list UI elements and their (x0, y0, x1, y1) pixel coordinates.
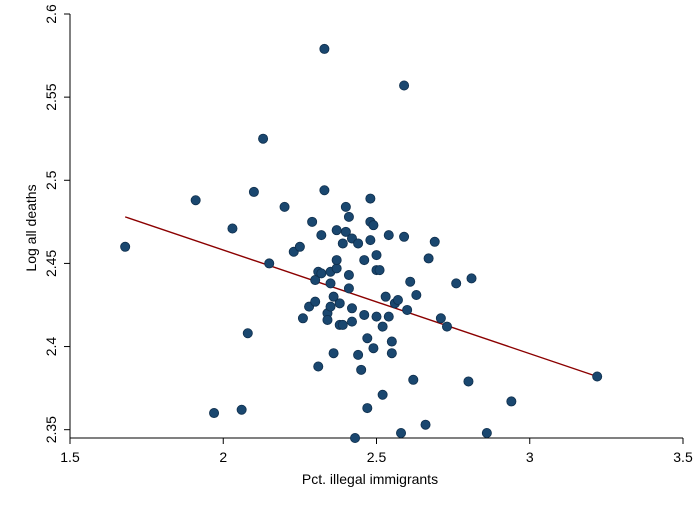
data-point (368, 220, 379, 231)
points-layer (120, 43, 603, 443)
y-tick-label: 2.6 (43, 4, 59, 24)
data-point (346, 303, 357, 314)
data-point (365, 235, 376, 246)
data-point (463, 376, 474, 387)
fit-line-layer (124, 216, 598, 378)
data-point (227, 223, 238, 234)
data-point (383, 311, 394, 322)
data-point (331, 263, 342, 274)
data-point (316, 268, 327, 279)
data-point (429, 236, 440, 247)
data-point (294, 241, 305, 252)
data-point (362, 333, 373, 344)
data-point (307, 216, 318, 227)
data-point (120, 241, 131, 252)
data-point (236, 404, 247, 415)
data-point (343, 283, 354, 294)
data-point (331, 225, 342, 236)
data-point (399, 231, 410, 242)
x-tick-label: 1.5 (60, 449, 80, 465)
data-point (325, 301, 336, 312)
data-point (340, 201, 351, 212)
fit-line (124, 216, 598, 378)
data-point (592, 371, 603, 382)
x-axis: 1.5 2 2.5 3 3.5 (60, 438, 693, 465)
data-point (337, 238, 348, 249)
data-point (340, 226, 351, 237)
data-point (328, 348, 339, 359)
data-point (386, 336, 397, 347)
data-point (353, 349, 364, 360)
data-point (297, 313, 308, 324)
data-point (353, 238, 364, 249)
data-point (331, 255, 342, 266)
data-point (386, 348, 397, 359)
data-point (346, 316, 357, 327)
x-tick-label: 3.5 (673, 449, 693, 465)
data-point (242, 328, 253, 339)
data-point (435, 313, 446, 324)
data-point (374, 265, 385, 276)
data-point (350, 432, 361, 443)
data-point (402, 304, 413, 315)
y-axis-title: Log all deaths (23, 184, 39, 271)
data-point (248, 186, 259, 197)
x-axis-title: Pct. illegal immigrants (302, 471, 438, 487)
x-tick-label: 2.5 (367, 449, 387, 465)
data-point (356, 364, 367, 375)
data-point (365, 193, 376, 204)
data-point (322, 314, 333, 325)
data-point (377, 321, 388, 332)
data-point (396, 428, 407, 439)
data-point (420, 419, 431, 430)
data-point (392, 294, 403, 305)
data-point (466, 273, 477, 284)
data-point (190, 195, 201, 206)
data-point (337, 319, 348, 330)
data-point (343, 270, 354, 281)
y-tick-label: 2.55 (43, 83, 59, 110)
data-point (316, 230, 327, 241)
x-tick-label: 3 (526, 449, 534, 465)
y-tick-label: 2.4 (43, 337, 59, 357)
data-point (383, 230, 394, 241)
data-point (377, 389, 388, 400)
data-point (506, 396, 517, 407)
data-point (258, 133, 269, 144)
data-point (319, 185, 330, 196)
data-point (279, 201, 290, 212)
y-axis: 2.35 2.4 2.45 2.5 2.55 2.6 (43, 4, 70, 443)
y-tick-label: 2.35 (43, 416, 59, 443)
data-point (371, 250, 382, 261)
data-point (399, 80, 410, 91)
data-point (313, 361, 324, 372)
y-tick-label: 2.45 (43, 250, 59, 277)
data-point (405, 276, 416, 287)
data-point (209, 408, 220, 419)
y-tick-label: 2.5 (43, 170, 59, 190)
data-point (359, 255, 370, 266)
data-point (334, 298, 345, 309)
data-point (368, 343, 379, 354)
data-point (362, 403, 373, 414)
data-point (481, 428, 492, 439)
x-tick-label: 2 (219, 449, 227, 465)
data-point (371, 311, 382, 322)
data-point (264, 258, 275, 269)
data-point (423, 253, 434, 264)
data-point (380, 291, 391, 302)
data-point (359, 309, 370, 320)
data-point (451, 278, 462, 289)
data-point (325, 278, 336, 289)
data-point (328, 291, 339, 302)
data-point (441, 321, 452, 332)
data-point (310, 296, 321, 307)
data-point (411, 290, 422, 301)
data-point (343, 211, 354, 222)
data-point (319, 43, 330, 54)
data-point (408, 374, 419, 385)
